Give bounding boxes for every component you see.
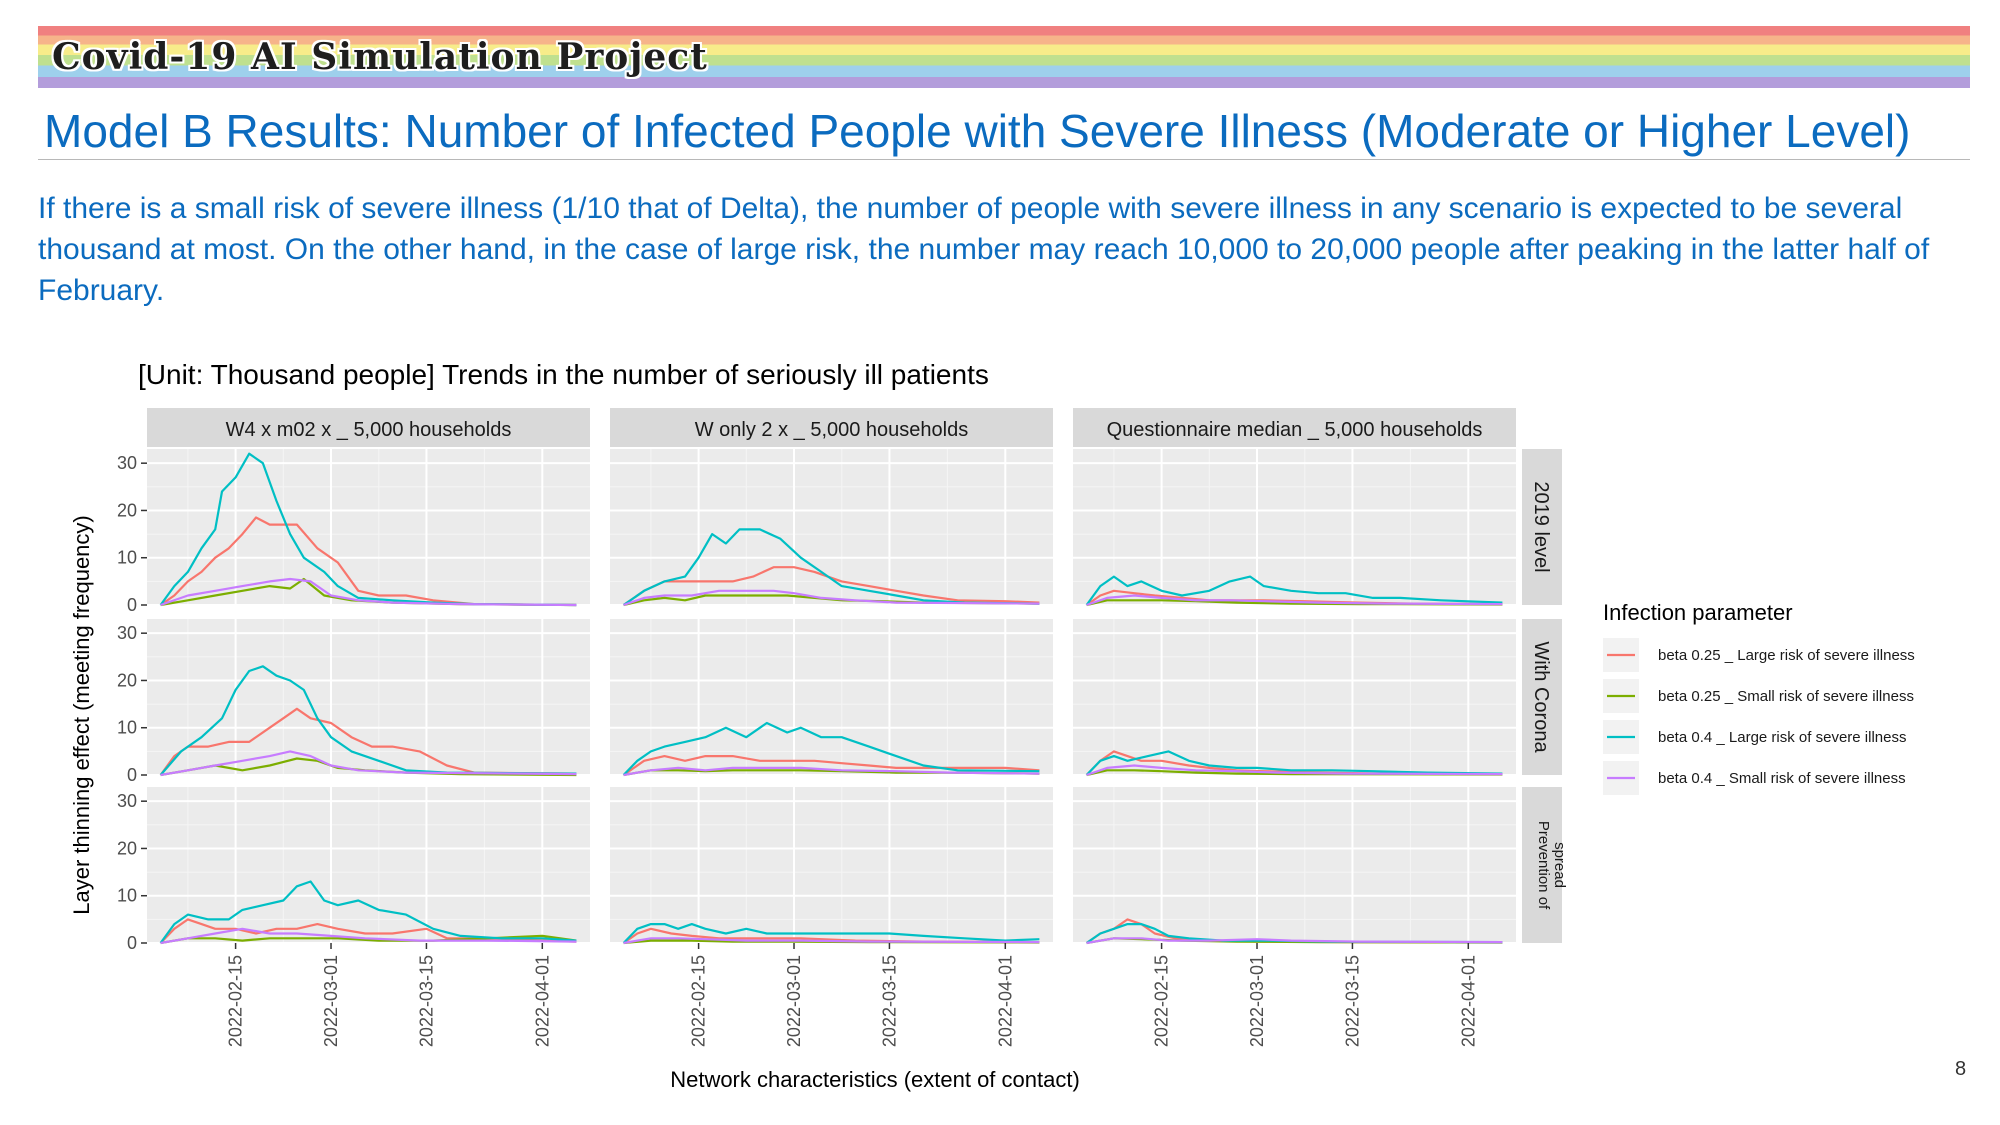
panel-background <box>610 619 1053 775</box>
series-line-b25L <box>622 755 1040 776</box>
series-line-b4L <box>1085 575 1503 606</box>
x-tick-label: 2022-02-15 <box>226 955 246 1047</box>
legend-label: beta 0.25 _ Large risk of severe illness <box>1658 647 1915 664</box>
panel-r1-c2 <box>610 449 1053 607</box>
series-line-b25L <box>159 516 577 607</box>
project-title: Covid-19 AI Simulation Project <box>52 36 708 78</box>
x-tick-label: 2022-02-15 <box>1152 955 1172 1047</box>
panel-background <box>1073 787 1516 943</box>
x-tick-label: 2022-03-15 <box>879 955 899 1047</box>
series-line-b4S <box>1086 764 1503 777</box>
legend-label: beta 0.4 _ Small risk of severe illness <box>1658 770 1906 787</box>
series-line-b4S <box>623 766 1040 777</box>
x-tick-label: 2022-03-01 <box>321 955 341 1047</box>
column-strip-label: W only 2 x _ 5,000 households <box>695 419 969 441</box>
series-line-b25S <box>1086 769 1503 777</box>
x-tick-label: 2022-04-01 <box>532 955 552 1047</box>
series-line-b4S <box>160 577 577 607</box>
y-tick-label: 20 <box>117 838 137 858</box>
series-line-b4S <box>1086 594 1503 607</box>
x-tick-label: 2022-03-01 <box>784 955 804 1047</box>
slide-title: Model B Results: Number of Infected Peop… <box>44 105 1911 157</box>
panel-r3-c1 <box>147 787 590 945</box>
row-strip-label: 2019 level <box>1530 481 1552 572</box>
facet-strips: W4 x m02 x _ 5,000 households W only 2 x … <box>147 408 1568 943</box>
series-line-b4L <box>1085 750 1503 776</box>
panel-background <box>1073 619 1516 775</box>
x-tick-label: 2022-03-15 <box>416 955 436 1047</box>
slide-number: 8 <box>1955 1058 1967 1080</box>
panel-background <box>610 787 1053 943</box>
facet-panels <box>147 449 1516 945</box>
y-tick-label: 20 <box>117 500 137 520</box>
x-tick-label: 2022-04-01 <box>995 955 1015 1047</box>
summary-text: If there is a small risk of severe illne… <box>38 192 1930 307</box>
row-strip <box>1522 619 1562 775</box>
series-line-b4S <box>1086 937 1503 945</box>
column-strip-label: Questionnaire median _ 5,000 households <box>1107 419 1483 441</box>
y-tick-label: 30 <box>117 453 137 473</box>
row-strip-label: spread <box>1551 842 1568 888</box>
chart-title: [Unit: Thousand people] Trends in the nu… <box>138 359 989 390</box>
series-line-b25L <box>622 566 1040 606</box>
series-line-b4S <box>623 937 1040 945</box>
y-tick-label: 20 <box>117 670 137 690</box>
y-tick-label: 0 <box>127 765 137 785</box>
column-strip <box>1073 408 1516 447</box>
series-line-b25L <box>159 918 577 944</box>
column-strip <box>610 408 1053 447</box>
x-tick-label: 2022-03-15 <box>1342 955 1362 1047</box>
column-strip-label: W4 x m02 x _ 5,000 households <box>226 419 512 441</box>
panel-r3-c2 <box>610 787 1053 945</box>
y-tick-label: 10 <box>117 886 137 906</box>
panel-r1-c1 <box>147 449 590 607</box>
legend: Infection parameter beta 0.25 _ Large ri… <box>1603 600 1915 795</box>
series-line-b4L <box>159 452 577 607</box>
rainbow-banner <box>38 26 1970 88</box>
series-line-b4S <box>623 589 1040 607</box>
y-tick-label: 10 <box>117 718 137 738</box>
panel-r1-c3 <box>1073 449 1516 607</box>
panel-r2-c2 <box>610 619 1053 777</box>
title-divider <box>38 159 1970 160</box>
panel-r3-c3 <box>1073 787 1516 945</box>
x-tick-label: 2022-04-01 <box>1458 955 1478 1047</box>
legend-label: beta 0.4 _ Large risk of severe illness <box>1658 729 1906 746</box>
panel-r2-c3 <box>1073 619 1516 777</box>
series-line-b4L <box>622 721 1040 776</box>
x-tick-label: 2022-03-01 <box>1247 955 1267 1047</box>
y-tick-label: 0 <box>127 595 137 615</box>
y-tick-label: 0 <box>127 933 137 953</box>
panel-background <box>147 449 590 605</box>
panel-background <box>1073 449 1516 605</box>
row-strip <box>1522 449 1562 605</box>
y-tick-label: 30 <box>117 791 137 811</box>
series-line-b4L <box>159 665 577 776</box>
legend-title: Infection parameter <box>1603 600 1793 625</box>
series-line-b4L <box>159 880 577 944</box>
series-line-b4L <box>622 528 1040 606</box>
series-line-b4S <box>160 927 577 945</box>
y-axis-title: Layer thinning effect (meeting frequency… <box>69 515 94 915</box>
row-strip-label: With Corona <box>1530 641 1552 753</box>
panel-r2-c1 <box>147 619 590 777</box>
series-line-b25L <box>159 707 577 776</box>
series-line-b4S <box>160 750 577 777</box>
panel-background <box>147 787 590 943</box>
y-tick-label: 10 <box>117 548 137 568</box>
row-strip-label: Prevention of <box>1535 821 1552 910</box>
y-tick-label: 30 <box>117 623 137 643</box>
legend-label: beta 0.25 _ Small risk of severe illness <box>1658 688 1914 705</box>
row-strip <box>1522 787 1562 943</box>
x-tick-label: 2022-02-15 <box>689 955 709 1047</box>
axes: 0 10 20 30 0 10 20 30 0 10 20 30 2022-02-15 2022-03-0… <box>117 453 1478 1047</box>
panel-background <box>147 619 590 775</box>
series-line-b4L <box>622 923 1040 944</box>
column-strip <box>147 408 590 447</box>
x-axis-title: Network characteristics (extent of conta… <box>670 1067 1080 1092</box>
